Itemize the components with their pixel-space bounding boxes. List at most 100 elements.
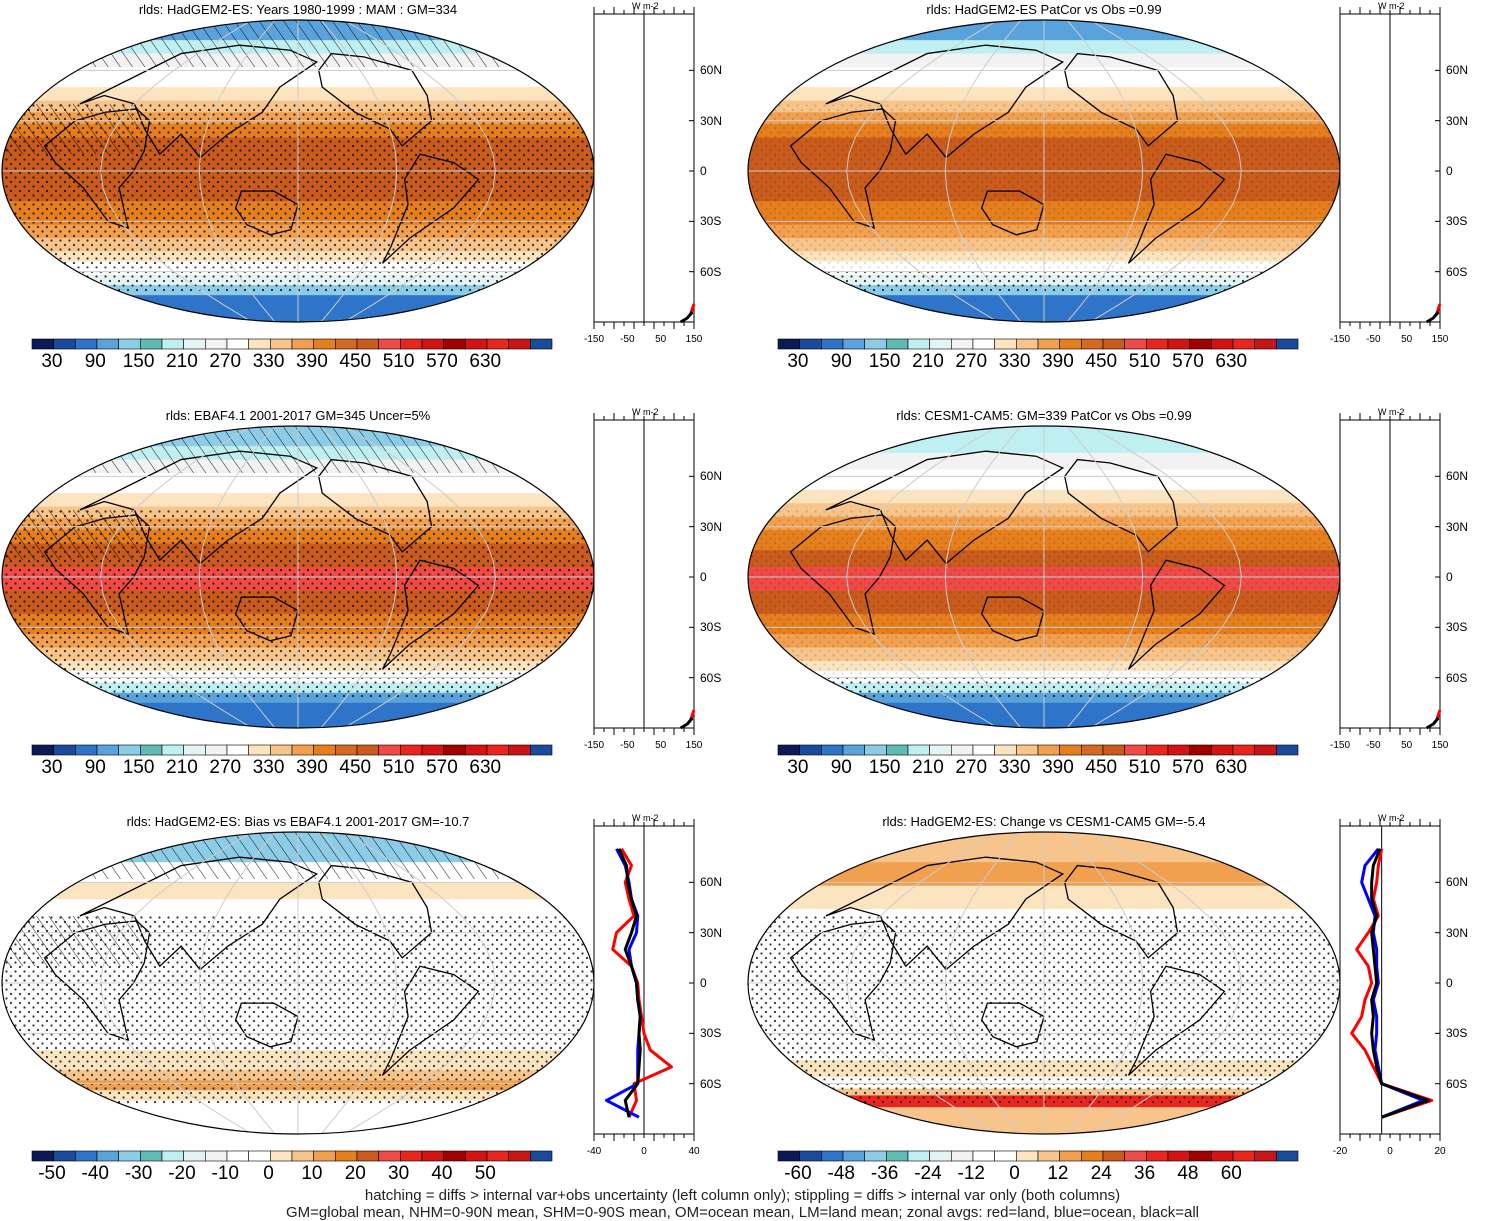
colorbar-label: 36: [1134, 1163, 1156, 1184]
colorbar-swatch: [75, 338, 98, 350]
zonal-x-tick: 40: [688, 1146, 700, 1157]
latitude-tick: 60N: [700, 875, 723, 890]
colorbar-label: 450: [1085, 351, 1118, 372]
zonal-x-tick: 0: [1387, 1146, 1393, 1157]
latitude-tick: 0: [700, 164, 707, 178]
stippling: [748, 915, 1340, 1081]
colorbar-label: 510: [1128, 757, 1161, 778]
colorbar-swatch: [400, 1150, 423, 1162]
colorbar-swatch: [1211, 338, 1234, 350]
colorbar-swatch: [886, 1150, 909, 1162]
panel-hadgem2-mam: rlds: HadGEM2-ES: Years 1980-1999 : MAM …: [0, 0, 742, 406]
colorbar-swatch: [31, 744, 54, 756]
colorbar-label: -50: [38, 1163, 66, 1184]
colorbar-swatch: [486, 1150, 509, 1162]
panel-title: rlds: HadGEM2-ES: Years 1980-1999 : MAM …: [138, 2, 458, 17]
colorbar: [777, 338, 1299, 350]
zonal-line-all: [1370, 848, 1430, 1119]
zonal-mean-plot: [593, 7, 696, 329]
colorbar-swatch: [118, 1150, 141, 1162]
stippling: [748, 509, 1340, 675]
lat-band: [2, 702, 594, 728]
colorbar-swatch: [313, 1150, 336, 1162]
colorbar-swatch: [248, 1150, 271, 1162]
colorbar-swatch: [161, 1150, 184, 1162]
colorbar-swatch: [1102, 744, 1125, 756]
colorbar-swatch: [1211, 1150, 1234, 1162]
colorbar-swatch: [335, 744, 358, 756]
colorbar-swatch: [886, 744, 909, 756]
colorbar-swatch: [421, 744, 444, 756]
colorbar-swatch: [1081, 744, 1104, 756]
latitude-tick: 0: [1446, 164, 1453, 178]
colorbar-label: 210: [912, 757, 944, 778]
colorbar-swatch: [842, 338, 865, 350]
colorbar-label: 210: [166, 351, 198, 372]
colorbar-swatch: [951, 1150, 974, 1162]
zonal-x-tick: -50: [620, 334, 635, 345]
colorbar-swatch: [929, 744, 952, 756]
colorbar-swatch: [1211, 744, 1234, 756]
latitude-tick: 30N: [700, 519, 723, 534]
zonal-line-land: [1350, 848, 1434, 1119]
colorbar-swatch: [205, 338, 228, 350]
zonal-unit: W m-2: [1378, 407, 1405, 417]
colorbar-swatch: [1037, 1150, 1060, 1162]
colorbar-swatch: [994, 338, 1017, 350]
colorbar-swatch: [799, 338, 822, 350]
colorbar-label: 570: [426, 757, 458, 778]
colorbar-swatch: [465, 1150, 488, 1162]
latitude-tick: 60S: [1446, 264, 1468, 279]
latitude-tick: 60N: [1446, 875, 1469, 890]
colorbar-label: 30: [41, 757, 63, 778]
colorbar-swatch: [161, 338, 184, 350]
zonal-unit: W m-2: [1378, 1, 1405, 11]
colorbar-swatch: [291, 338, 314, 350]
zonal-x-tick: -150: [583, 334, 605, 345]
zonal-mean-plot: [593, 819, 695, 1141]
latitude-tick: 60N: [700, 63, 723, 78]
colorbar-swatch: [994, 1150, 1017, 1162]
latitude-tick: 30S: [700, 1026, 722, 1041]
graticule: [748, 832, 1340, 1134]
colorbar-label: 24: [1090, 1163, 1112, 1184]
colorbar-swatch: [313, 744, 336, 756]
colorbar-label: 630: [1215, 351, 1248, 372]
zonal-unit: W m-2: [632, 813, 659, 823]
colorbar-swatch: [799, 744, 822, 756]
colorbar-swatch: [118, 338, 141, 350]
colorbar-swatch: [291, 1150, 314, 1162]
colorbar-labels: 30 90 150 210 270 330 390 450 510 570 630: [32, 757, 552, 779]
colorbar-swatch: [1016, 338, 1039, 350]
colorbar-swatch: [378, 338, 401, 350]
colorbar-label: 0: [1009, 1163, 1020, 1184]
colorbar-swatch: [378, 1150, 401, 1162]
panel-hadgem2-patcor: rlds: HadGEM2-ES PatCor vs Obs =0.99 30 9…: [746, 0, 1485, 406]
latitude-tick: 60S: [1446, 670, 1468, 685]
colorbar-swatch: [1167, 744, 1190, 756]
colorbar-label: -40: [81, 1163, 109, 1184]
panel-change: rlds: HadGEM2-ES: Change vs CESM1-CAM5 G…: [746, 812, 1485, 1218]
hatching: [2, 20, 594, 67]
colorbar-swatch: [1189, 1150, 1212, 1162]
colorbar-swatch: [53, 338, 76, 350]
colorbar-swatch: [929, 338, 952, 350]
colorbar: [777, 1150, 1299, 1162]
latitude-tick: 30N: [1446, 519, 1469, 534]
panel-title: rlds: HadGEM2-ES: Bias vs EBAF4.1 2001-2…: [126, 814, 470, 829]
zonal-x-tick: 0: [641, 1146, 647, 1157]
colorbar-label: 270: [209, 757, 242, 778]
colorbar-label: 50: [474, 1163, 496, 1184]
colorbar-label: 270: [955, 757, 988, 778]
colorbar-label: -12: [957, 1163, 985, 1184]
colorbar-swatch: [864, 1150, 887, 1162]
colorbar-label: 60: [1220, 1163, 1242, 1184]
panel-title: rlds: HadGEM2-ES: Change vs CESM1-CAM5 G…: [882, 814, 1206, 829]
colorbar-label: 270: [955, 351, 988, 372]
colorbar-swatch: [972, 1150, 995, 1162]
zonal-x-tick: -50: [1366, 740, 1381, 751]
colorbar-label: 330: [998, 757, 1031, 778]
colorbar-label: 90: [84, 351, 106, 372]
graticule: [748, 20, 1340, 322]
latitude-tick: 30N: [1446, 113, 1469, 128]
